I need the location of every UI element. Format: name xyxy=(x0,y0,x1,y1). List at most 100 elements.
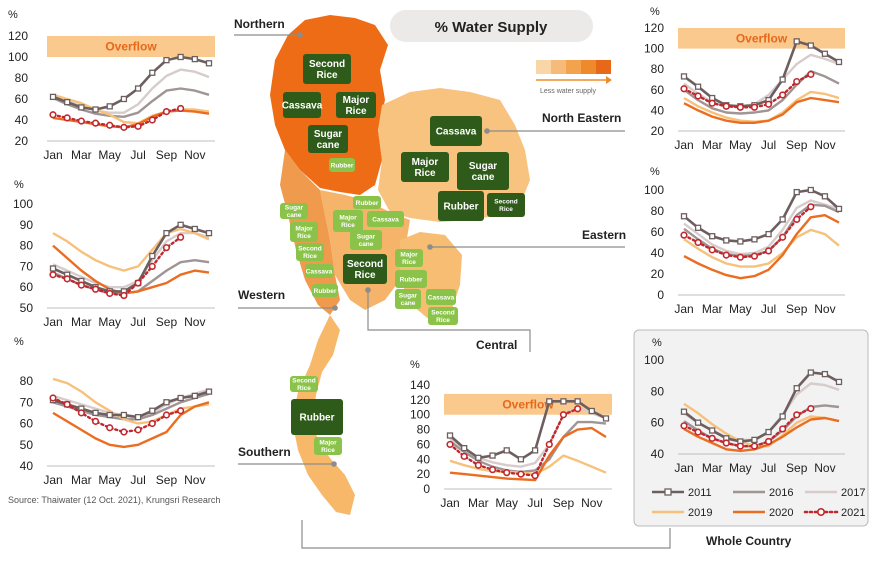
x-tick-label: Nov xyxy=(814,461,835,475)
series-line-2021 xyxy=(51,396,182,434)
region-label: Eastern xyxy=(582,228,626,242)
marker-2011 xyxy=(177,394,184,402)
marker-2021 xyxy=(708,99,716,107)
marker-2011 xyxy=(588,407,595,415)
x-tick-label: May xyxy=(495,496,518,510)
marker-2021 xyxy=(134,279,142,287)
legend-label: 2021 xyxy=(841,507,865,519)
marker-2011 xyxy=(92,409,99,417)
marker-2021 xyxy=(91,417,100,425)
y-tick-label: 40 xyxy=(15,113,29,127)
crop-label: Sugar cane xyxy=(399,293,418,307)
y-tick-label: 20 xyxy=(651,267,665,281)
marker-2021 xyxy=(148,262,156,271)
y-tick-label: 120 xyxy=(644,21,664,35)
marker-2011 xyxy=(205,60,213,67)
crop-label: Rubber xyxy=(400,276,423,283)
x-tick-label: May xyxy=(98,473,121,487)
x-tick-label: Sep xyxy=(156,148,178,162)
marker-2011 xyxy=(709,233,716,240)
chart-western: % 50 60 70 80 90 100 Jan Mar May Jul Sep Nov xyxy=(13,179,215,329)
series-line-2020 xyxy=(52,244,210,295)
crop-badge xyxy=(290,376,318,392)
marker-2011 xyxy=(779,413,786,420)
crop-label: Sugar cane xyxy=(469,161,497,183)
marker-2011 xyxy=(106,411,113,419)
marker-2011 xyxy=(92,106,99,113)
legend-marker xyxy=(664,488,672,496)
x-tick-label: Nov xyxy=(184,148,205,162)
marker-2011 xyxy=(751,436,758,444)
x-tick-label: Jan xyxy=(674,461,693,475)
marker-2021 xyxy=(793,215,801,223)
map-region-southern xyxy=(292,315,355,515)
x-tick-label: Mar xyxy=(468,496,489,510)
crop-label: Major Rice xyxy=(400,252,418,266)
crop-label: Sugar cane xyxy=(357,234,376,248)
marker-2011 xyxy=(793,38,800,45)
marker-2021 xyxy=(106,121,114,129)
marker-2011 xyxy=(134,413,142,421)
y-tick-label: 40 xyxy=(417,452,431,466)
marker-2021 xyxy=(446,440,454,449)
marker-2021 xyxy=(574,405,582,413)
series-line-2020 xyxy=(683,416,840,453)
series-line-2017 xyxy=(52,231,210,289)
marker-2021 xyxy=(77,409,85,417)
series-line-2020 xyxy=(683,214,840,280)
marker-2011 xyxy=(779,216,786,223)
y-tick-label: 100 xyxy=(13,197,33,211)
crop-badge xyxy=(336,92,376,118)
region-callouts: Northern North Eastern Eastern Western Centr… xyxy=(234,17,792,549)
marker-2021 xyxy=(531,472,539,480)
series-line-2021 xyxy=(682,407,812,448)
crop-badge xyxy=(333,210,363,232)
marker-2011 xyxy=(461,444,468,452)
marker-2011 xyxy=(737,238,744,245)
marker-2021 xyxy=(764,100,773,108)
series-line-2011 xyxy=(52,223,210,293)
crop-badge xyxy=(329,158,355,172)
marker-2011 xyxy=(694,419,702,426)
y-tick-label: 120 xyxy=(410,393,430,407)
x-tick-label: Jul xyxy=(130,473,145,487)
x-tick-label: Jan xyxy=(440,496,459,510)
crop-label: Rubber xyxy=(444,202,479,213)
marker-2021 xyxy=(708,434,716,442)
legend-label: 2016 xyxy=(769,487,793,499)
x-tick-label: Jul xyxy=(761,302,776,316)
crop-badge xyxy=(283,92,321,118)
x-tick-label: Sep xyxy=(156,473,178,487)
y-tick-label: 100 xyxy=(410,408,430,422)
crop-badge xyxy=(457,152,509,190)
marker-2011 xyxy=(49,93,57,101)
marker-2011 xyxy=(560,398,567,405)
callout-dot xyxy=(427,244,433,250)
legend-label: 2011 xyxy=(688,487,712,499)
x-tick-label: Jan xyxy=(674,302,693,316)
callout-dot xyxy=(297,32,303,38)
title-pill xyxy=(390,10,593,42)
marker-2021 xyxy=(545,440,553,449)
crop-label: Rubber xyxy=(300,413,335,424)
y-tick-label: 40 xyxy=(651,447,665,461)
marker-2011 xyxy=(489,452,496,459)
marker-2011 xyxy=(765,428,772,436)
chart-eastern: % 0 20 40 60 80 100 Jan Mar May Jul Sep Nov xyxy=(644,166,845,316)
y-tick-label: 20 xyxy=(15,134,29,148)
marker-2011 xyxy=(793,188,800,196)
crop-badge xyxy=(308,125,348,153)
series-line-2021 xyxy=(448,407,579,477)
y-tick-label: 140 xyxy=(410,378,430,392)
crop-badge xyxy=(303,54,351,84)
marker-2021 xyxy=(517,470,525,478)
marker-2021 xyxy=(736,253,744,261)
x-tick-label: Jul xyxy=(761,138,776,152)
marker-2011 xyxy=(807,186,814,194)
y-tick-label: 100 xyxy=(644,183,664,197)
legend-label: 2017 xyxy=(841,487,865,499)
x-tick-label: May xyxy=(729,138,752,152)
crop-label: Rubber xyxy=(314,288,337,295)
y-tick-label: 0 xyxy=(657,288,664,302)
